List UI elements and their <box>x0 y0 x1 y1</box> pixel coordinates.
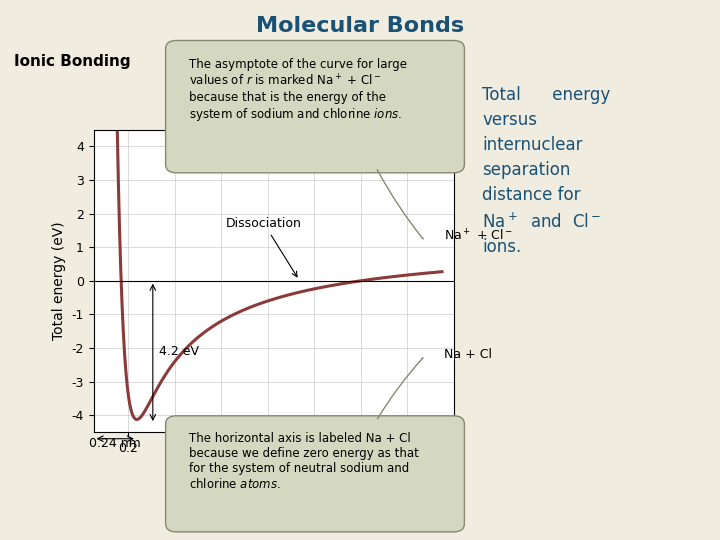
Y-axis label: Total energy (eV): Total energy (eV) <box>52 221 66 340</box>
Text: 4.2 eV: 4.2 eV <box>158 345 199 358</box>
Text: Dissociation: Dissociation <box>226 217 302 276</box>
Text: Total      energy
versus
internuclear
separation
distance for
Na$^+$  and  Cl$^-: Total energy versus internuclear separat… <box>482 86 611 256</box>
X-axis label: r (nm): r (nm) <box>252 460 295 474</box>
Text: Na$^+$ + Cl$^-$: Na$^+$ + Cl$^-$ <box>444 228 513 244</box>
Text: Molecular Bonds: Molecular Bonds <box>256 16 464 36</box>
Text: Ionic Bonding: Ionic Bonding <box>14 54 131 69</box>
Text: 0.24 nm: 0.24 nm <box>89 437 141 450</box>
Text: The horizontal axis is labeled Na + Cl
because we define zero energy as that
for: The horizontal axis is labeled Na + Cl b… <box>189 432 419 491</box>
Text: The asymptote of the curve for large
values of $r$ is marked Na$^+$ + Cl$^-$
bec: The asymptote of the curve for large val… <box>189 58 408 124</box>
Text: Na + Cl: Na + Cl <box>444 348 492 361</box>
